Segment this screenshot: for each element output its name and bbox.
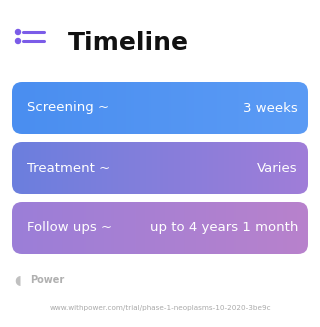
Text: Timeline: Timeline [68,31,189,55]
Text: Screening ~: Screening ~ [27,101,109,114]
Circle shape [15,39,20,43]
Text: Varies: Varies [257,162,298,175]
Text: Treatment ~: Treatment ~ [27,162,110,175]
Text: Power: Power [30,275,64,285]
Circle shape [15,29,20,35]
Text: www.withpower.com/trial/phase-1-neoplasms-10-2020-3be9c: www.withpower.com/trial/phase-1-neoplasm… [49,305,271,311]
Text: up to 4 years 1 month: up to 4 years 1 month [150,221,298,234]
Text: Follow ups ~: Follow ups ~ [27,221,112,234]
Text: 3 weeks: 3 weeks [243,101,298,114]
Text: ◖: ◖ [15,273,21,286]
